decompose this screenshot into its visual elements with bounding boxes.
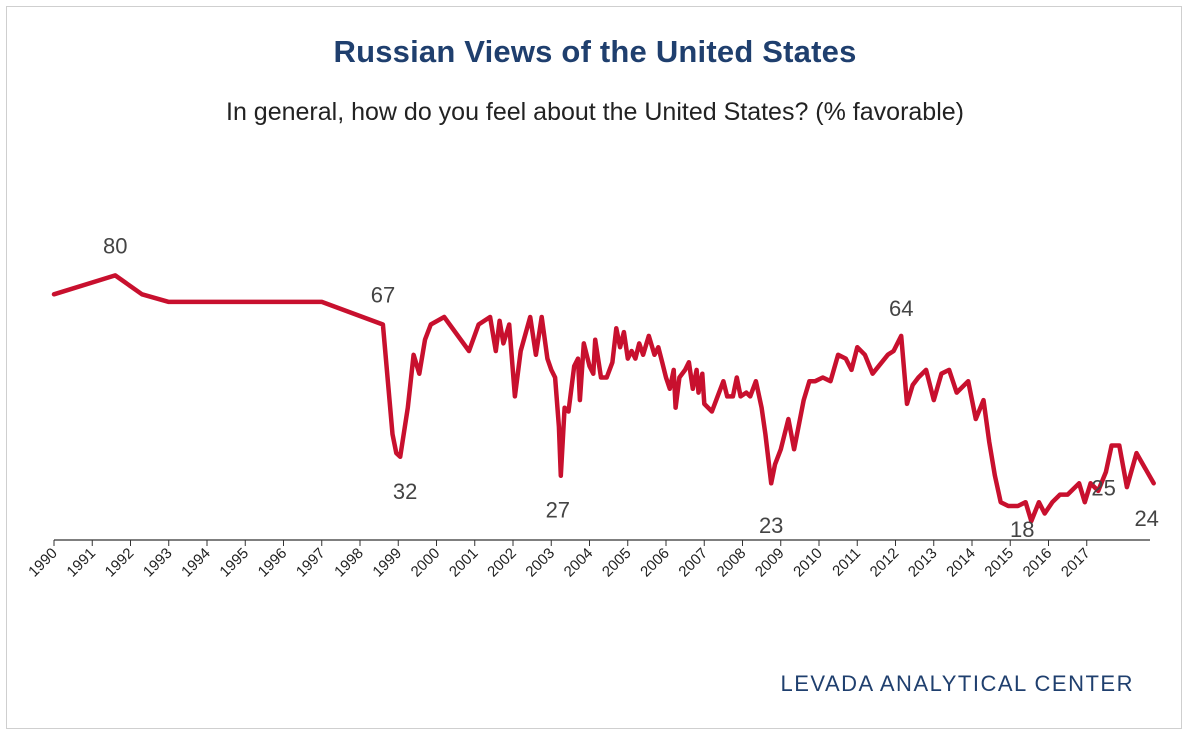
x-tick-label: 2014 — [943, 545, 979, 581]
x-tick-label: 1993 — [140, 545, 176, 581]
data-label: 64 — [889, 296, 913, 321]
x-tick-label: 1990 — [25, 545, 61, 581]
x-tick-label: 2003 — [522, 545, 558, 581]
data-label: 80 — [103, 233, 127, 258]
chart-title: Russian Views of the United States — [333, 34, 857, 69]
x-tick-label: 2011 — [829, 545, 864, 580]
series-layer — [51, 273, 1156, 524]
chart-subtitle: In general, how do you feel about the Un… — [226, 98, 964, 126]
x-tick-label: 2016 — [1020, 545, 1056, 581]
x-tick-label: 1999 — [369, 545, 405, 581]
data-label: 67 — [371, 283, 395, 308]
x-tick-label: 2002 — [484, 545, 520, 581]
x-tick-label: 2004 — [561, 545, 597, 581]
x-tick-label: 2012 — [867, 545, 903, 581]
x-tick-label: 2007 — [675, 545, 711, 581]
x-tick-label: 1992 — [102, 545, 138, 581]
data-label: 32 — [393, 479, 417, 504]
x-tick-label: 2013 — [905, 545, 941, 581]
x-tick-label: 1991 — [63, 545, 99, 581]
x-tick-label: 1997 — [293, 545, 329, 581]
source-label: LEVADA ANALYTICAL CENTER — [780, 671, 1134, 696]
x-tick-label: 1995 — [216, 545, 252, 581]
x-tick-label: 2006 — [637, 545, 673, 581]
x-tick-label: 1996 — [255, 545, 291, 581]
x-tick-label: 2001 — [446, 545, 482, 581]
x-tick-label: 2015 — [981, 545, 1017, 581]
data-labels: 80 67 32 27 23 64 18 25 24 — [103, 233, 1159, 541]
x-tick-label: 2008 — [714, 545, 750, 581]
data-label: 24 — [1134, 506, 1158, 531]
series-line — [51, 273, 1156, 524]
x-tick-label: 2017 — [1058, 545, 1094, 581]
data-label: 27 — [546, 498, 570, 523]
x-tick-label: 2005 — [599, 545, 635, 581]
x-tick-label: 1994 — [178, 545, 214, 581]
x-tick-label: 2000 — [408, 545, 444, 581]
data-label: 25 — [1091, 475, 1115, 500]
x-tick-label: 2010 — [790, 545, 826, 581]
x-axis: 1990 1991 1992 1993 1994 1995 1996 1997 1998 1999… — [25, 539, 1150, 581]
x-tick-label: 2009 — [752, 545, 788, 581]
data-label: 23 — [759, 513, 783, 538]
data-label: 18 — [1010, 517, 1034, 542]
chart-frame — [6, 6, 1182, 729]
x-tick-label: 1998 — [331, 545, 367, 581]
